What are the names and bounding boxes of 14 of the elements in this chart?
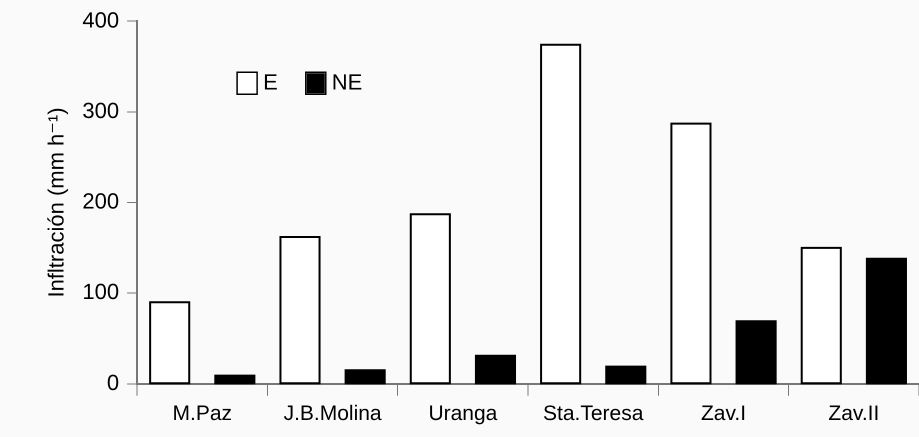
x-tick-label: Zav.I	[700, 402, 746, 426]
y-axis-title: Infltración (mm h⁻¹)	[43, 107, 68, 298]
x-tick-label: Sta.Teresa	[543, 402, 644, 426]
x-tick-label: Zav.II	[828, 402, 880, 426]
y-tick-label: 100	[82, 279, 120, 304]
y-tick-label: 300	[82, 98, 120, 123]
legend-label: E	[263, 69, 278, 94]
y-tick-label: 0	[106, 370, 120, 395]
x-tick-label: J.B.Molina	[284, 402, 382, 426]
x-tick-label: M.Paz	[172, 402, 232, 426]
y-tick-label: 400	[82, 7, 120, 32]
y-tick-label: 200	[82, 188, 120, 214]
legend-label: NE	[332, 69, 362, 94]
x-tick-label: Uranga	[428, 402, 498, 426]
